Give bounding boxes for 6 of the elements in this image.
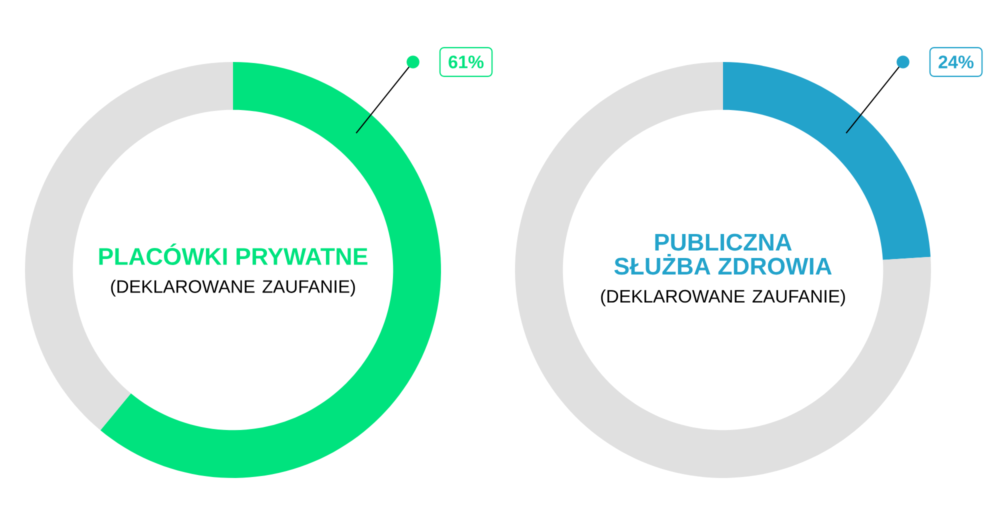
text: PLACÓWKI PRYWATNE (99, 243, 368, 265)
data-label: 24% (938, 56, 974, 68)
text: (DEKLAROWANE ZAUFANIE) (601, 289, 845, 306)
data-label: 61% (448, 56, 484, 68)
text: PUBLICZNA SŁUŻBA ZDROWIA (614, 234, 832, 275)
text: (DEKLAROWANE ZAUFANIE) (111, 280, 355, 296)
